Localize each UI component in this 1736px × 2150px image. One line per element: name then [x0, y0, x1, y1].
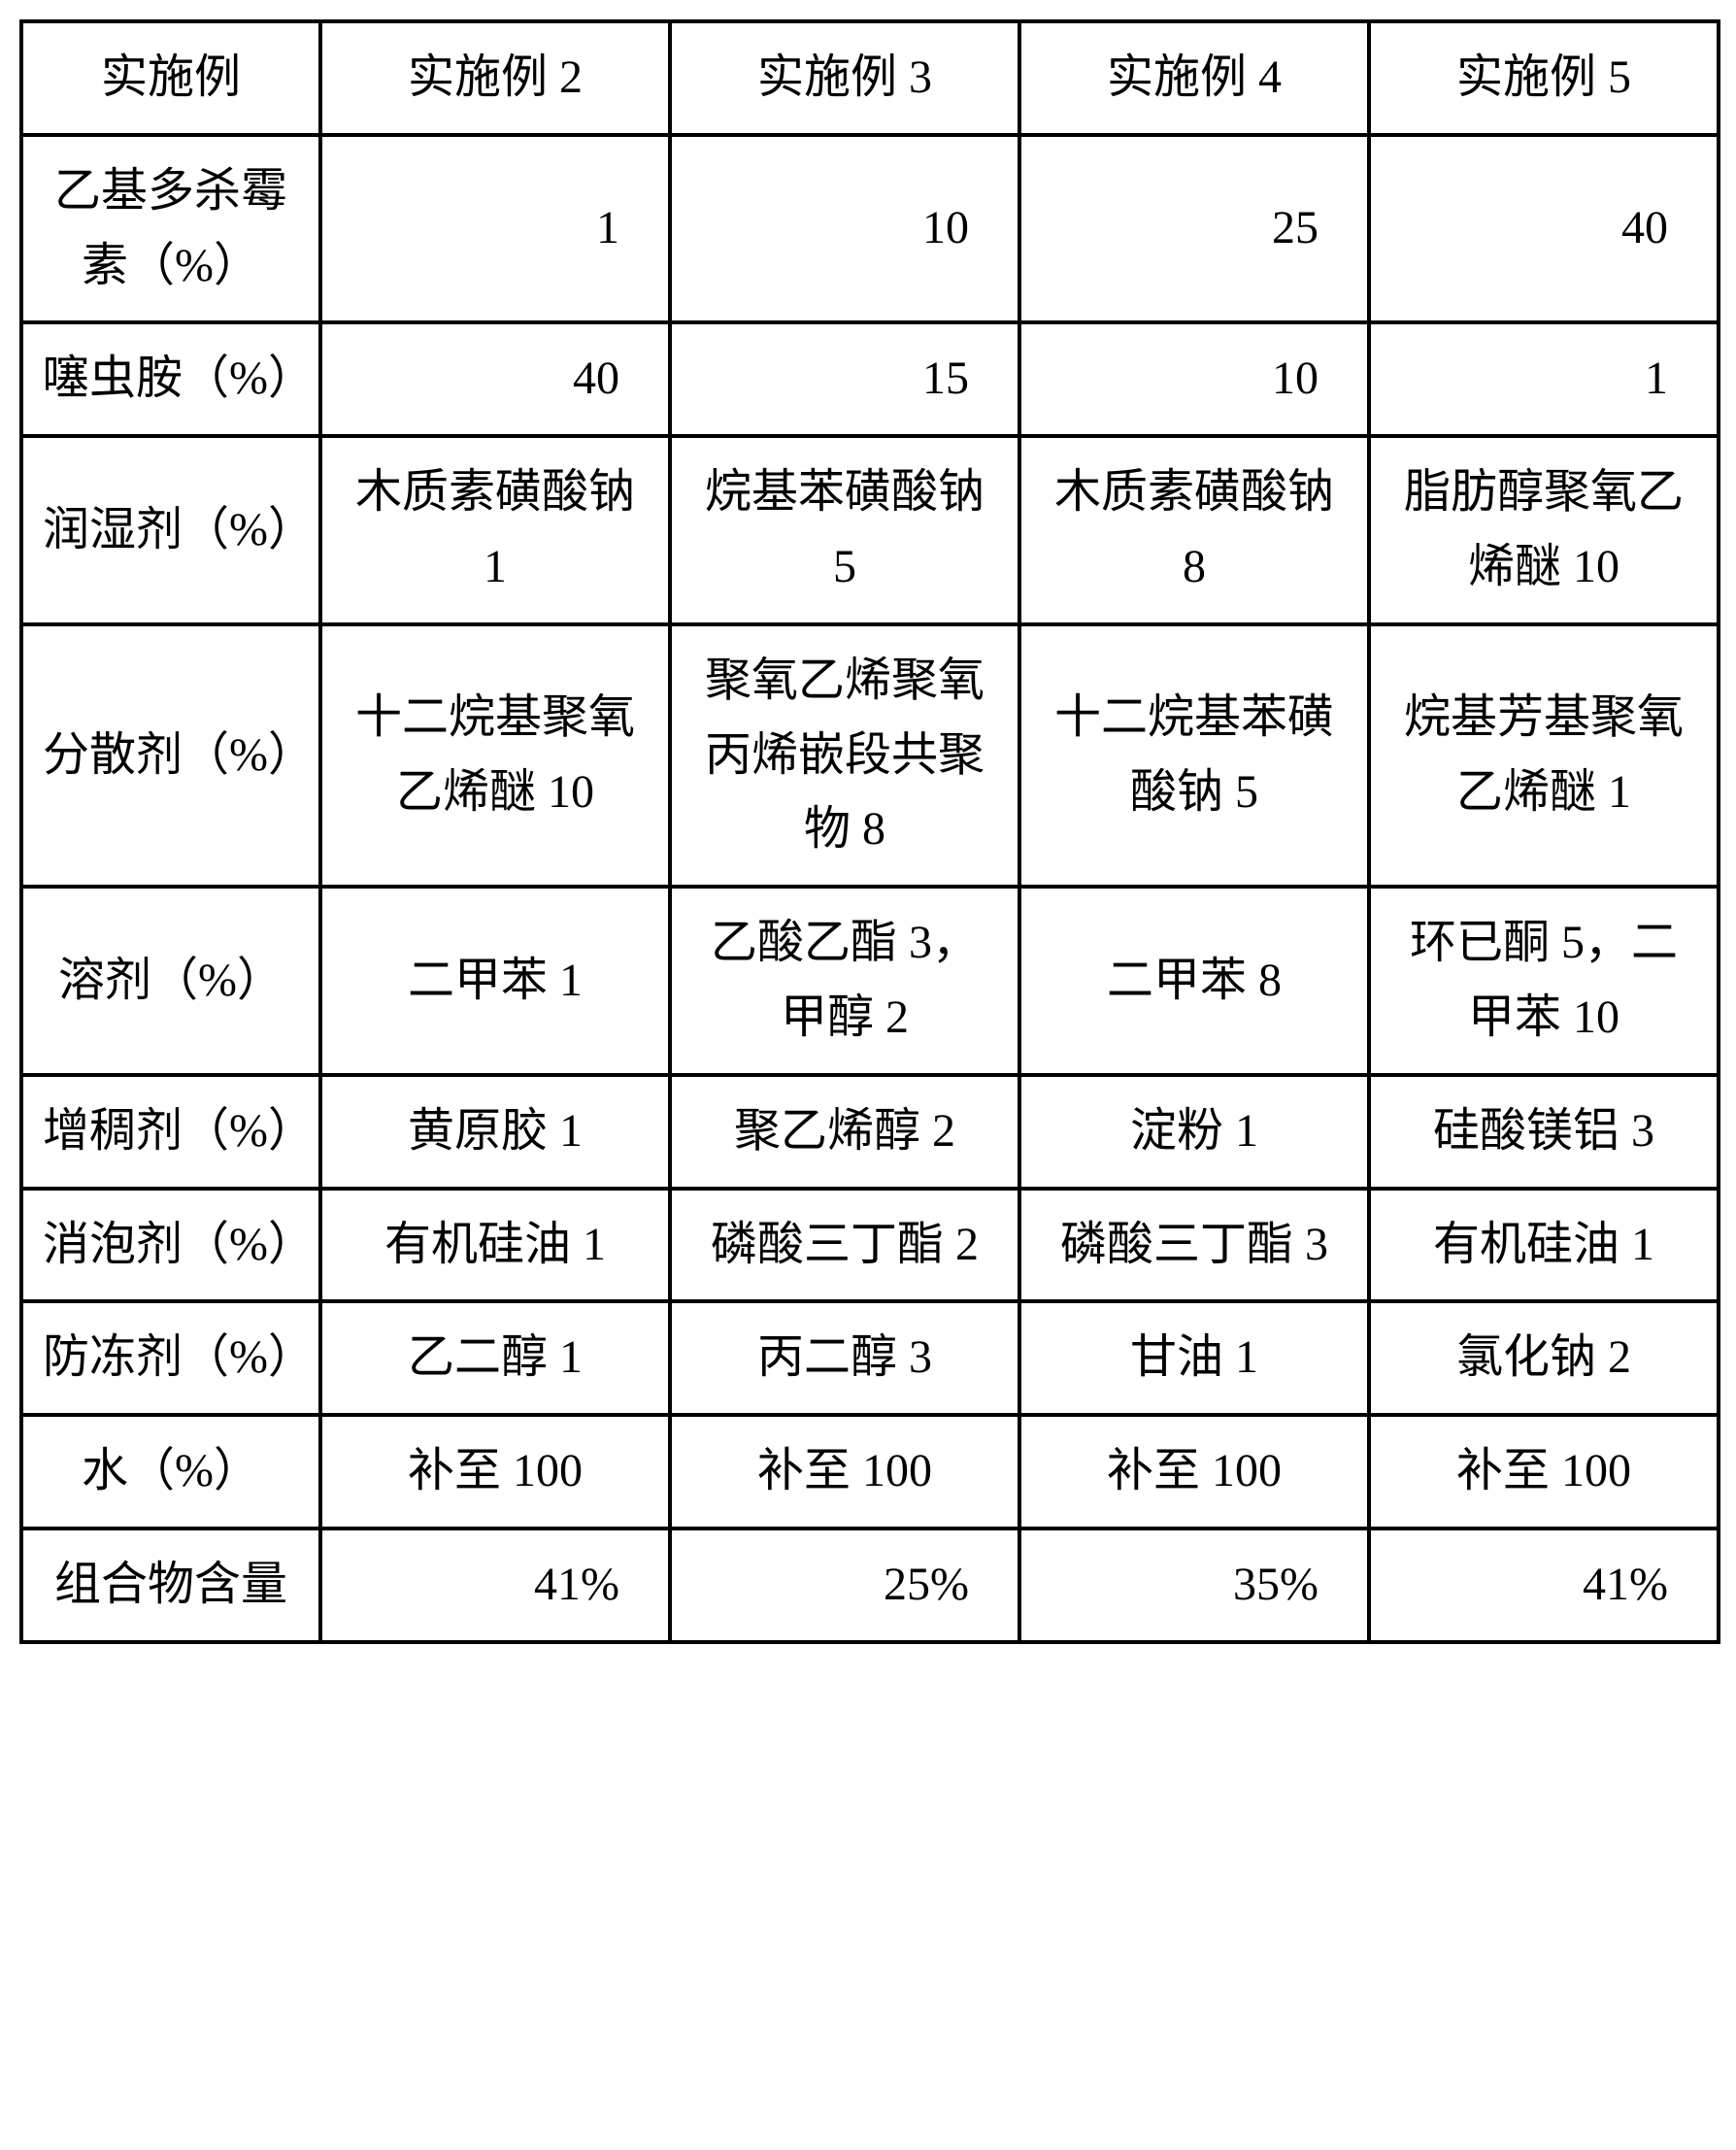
cell: 聚乙烯醇 2 — [670, 1075, 1019, 1189]
header-cell: 实施例 5 — [1369, 21, 1719, 135]
cell: 40 — [320, 322, 670, 436]
table-row: 组合物含量41%25%35%41% — [21, 1529, 1719, 1642]
cell: 木质素磺酸钠 8 — [1019, 436, 1369, 624]
cell: 烷基苯磺酸钠 5 — [670, 436, 1019, 624]
cell: 甘油 1 — [1019, 1301, 1369, 1415]
cell: 补至 100 — [1019, 1415, 1369, 1529]
cell: 硅酸镁铝 3 — [1369, 1075, 1719, 1189]
table-row: 噻虫胺（%）4015101 — [21, 322, 1719, 436]
row-label: 润湿剂（%） — [21, 436, 320, 624]
row-label: 噻虫胺（%） — [21, 322, 320, 436]
cell: 41% — [320, 1529, 670, 1642]
cell: 1 — [1369, 322, 1719, 436]
formulation-table: 实施例实施例 2实施例 3实施例 4实施例 5乙基多杀霉素（%）1102540噻… — [19, 19, 1720, 1644]
cell: 15 — [670, 322, 1019, 436]
cell: 磷酸三丁酯 3 — [1019, 1189, 1369, 1302]
cell: 聚氧乙烯聚氧丙烯嵌段共聚物 8 — [670, 624, 1019, 887]
cell: 10 — [670, 135, 1019, 323]
cell: 二甲苯 1 — [320, 887, 670, 1075]
cell: 木质素磺酸钠 1 — [320, 436, 670, 624]
table-row: 防冻剂（%）乙二醇 1丙二醇 3甘油 1氯化钠 2 — [21, 1301, 1719, 1415]
cell: 黄原胶 1 — [320, 1075, 670, 1189]
table-row: 水（%）补至 100补至 100补至 100补至 100 — [21, 1415, 1719, 1529]
cell: 二甲苯 8 — [1019, 887, 1369, 1075]
row-label: 分散剂（%） — [21, 624, 320, 887]
row-label: 水（%） — [21, 1415, 320, 1529]
cell: 35% — [1019, 1529, 1369, 1642]
cell: 40 — [1369, 135, 1719, 323]
row-label: 防冻剂（%） — [21, 1301, 320, 1415]
cell: 有机硅油 1 — [1369, 1189, 1719, 1302]
table-row: 润湿剂（%）木质素磺酸钠 1烷基苯磺酸钠 5木质素磺酸钠 8脂肪醇聚氧乙烯醚 1… — [21, 436, 1719, 624]
cell: 25% — [670, 1529, 1019, 1642]
cell: 氯化钠 2 — [1369, 1301, 1719, 1415]
table-row: 消泡剂（%）有机硅油 1磷酸三丁酯 2磷酸三丁酯 3有机硅油 1 — [21, 1189, 1719, 1302]
cell: 十二烷基苯磺酸钠 5 — [1019, 624, 1369, 887]
header-cell: 实施例 4 — [1019, 21, 1369, 135]
header-cell: 实施例 3 — [670, 21, 1019, 135]
cell: 磷酸三丁酯 2 — [670, 1189, 1019, 1302]
row-label: 消泡剂（%） — [21, 1189, 320, 1302]
cell: 10 — [1019, 322, 1369, 436]
row-label: 溶剂（%） — [21, 887, 320, 1075]
cell: 淀粉 1 — [1019, 1075, 1369, 1189]
cell: 有机硅油 1 — [320, 1189, 670, 1302]
cell: 烷基芳基聚氧乙烯醚 1 — [1369, 624, 1719, 887]
row-label: 组合物含量 — [21, 1529, 320, 1642]
cell: 十二烷基聚氧乙烯醚 10 — [320, 624, 670, 887]
cell: 乙酸乙酯 3，甲醇 2 — [670, 887, 1019, 1075]
header-cell: 实施例 2 — [320, 21, 670, 135]
table-row: 溶剂（%）二甲苯 1乙酸乙酯 3，甲醇 2二甲苯 8环已酮 5，二甲苯 10 — [21, 887, 1719, 1075]
cell: 乙二醇 1 — [320, 1301, 670, 1415]
table-row: 分散剂（%）十二烷基聚氧乙烯醚 10聚氧乙烯聚氧丙烯嵌段共聚物 8十二烷基苯磺酸… — [21, 624, 1719, 887]
cell: 脂肪醇聚氧乙烯醚 10 — [1369, 436, 1719, 624]
cell: 1 — [320, 135, 670, 323]
table-row: 乙基多杀霉素（%）1102540 — [21, 135, 1719, 323]
cell: 补至 100 — [670, 1415, 1019, 1529]
cell: 补至 100 — [1369, 1415, 1719, 1529]
cell: 丙二醇 3 — [670, 1301, 1019, 1415]
row-label: 乙基多杀霉素（%） — [21, 135, 320, 323]
cell: 25 — [1019, 135, 1369, 323]
header-rowhead: 实施例 — [21, 21, 320, 135]
cell: 41% — [1369, 1529, 1719, 1642]
table-header-row: 实施例实施例 2实施例 3实施例 4实施例 5 — [21, 21, 1719, 135]
cell: 补至 100 — [320, 1415, 670, 1529]
table-row: 增稠剂（%）黄原胶 1聚乙烯醇 2淀粉 1硅酸镁铝 3 — [21, 1075, 1719, 1189]
cell: 环已酮 5，二甲苯 10 — [1369, 887, 1719, 1075]
row-label: 增稠剂（%） — [21, 1075, 320, 1189]
